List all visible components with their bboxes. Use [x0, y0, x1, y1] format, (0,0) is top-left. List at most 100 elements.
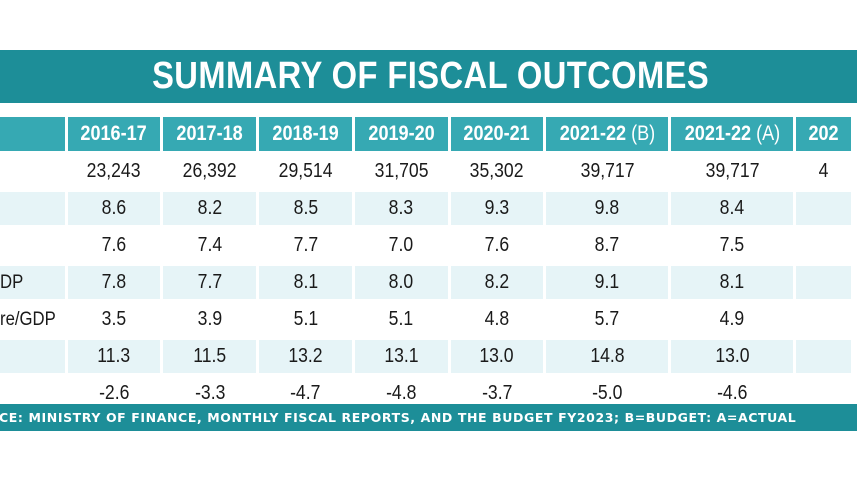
cell-value: 8.1	[720, 271, 745, 293]
cell-value: 8.1	[293, 271, 318, 293]
table-cell: 8.0	[354, 266, 448, 299]
cell-value: -4.8	[386, 382, 417, 404]
row-label	[0, 340, 65, 373]
table-cell: 7.4	[163, 229, 256, 262]
fiscal-table-container: 2016-17 2017-18 2018-19 2019-20 2020-21 2021-…	[0, 113, 857, 405]
table-cell	[796, 192, 851, 225]
table-cell: 5.1	[355, 303, 448, 336]
row-label-text: DP	[0, 271, 24, 293]
table-cell: 8.7	[546, 229, 668, 262]
cell-value: 5.1	[293, 308, 318, 330]
cell-value: 9.8	[595, 197, 620, 219]
cell-value: 4	[818, 160, 829, 182]
table-cell: -3.3	[163, 377, 256, 405]
cell-value: 3.9	[197, 308, 222, 330]
table-cell: 13.2	[259, 340, 352, 373]
row-label: re/GDP	[0, 303, 65, 336]
table-cell: -4.8	[355, 377, 448, 405]
cell-value: -4.7	[290, 382, 321, 404]
cell-value: 8.2	[484, 271, 510, 293]
cell-value: 23,243	[87, 160, 141, 182]
cell-value: -3.3	[194, 382, 225, 404]
column-year: 2020-21	[463, 122, 531, 145]
column-year: 202	[808, 122, 839, 145]
table-cell: 8.6	[67, 192, 161, 225]
table-cell: 9.3	[450, 192, 544, 225]
table-cell: 5.1	[259, 303, 352, 336]
cell-value: 13.2	[288, 345, 323, 367]
row-label	[0, 229, 65, 262]
table-cell: 7.5	[671, 229, 793, 262]
table-cell: 7.6	[451, 229, 544, 262]
table-cell	[796, 377, 851, 405]
cell-value: 39,717	[705, 160, 760, 182]
cell-value: 8.0	[388, 271, 414, 293]
column-year: 2019-20	[368, 122, 435, 145]
cell-value: 7.4	[197, 234, 222, 256]
table-cell: -4.7	[259, 377, 352, 405]
cell-value: 7.0	[388, 234, 414, 256]
fiscal-outcomes-table: 2016-17 2017-18 2018-19 2019-20 2020-21 2021-…	[0, 113, 854, 405]
row-label-text: re/GDP	[0, 308, 56, 330]
table-cell: 8.4	[671, 192, 794, 225]
table-cell: 7.8	[67, 266, 161, 299]
cell-value: 11.3	[97, 345, 131, 367]
table-cell	[796, 340, 851, 373]
table-cell: -5.0	[546, 377, 668, 405]
column-header-6: 2021-22 (A)	[671, 117, 794, 151]
table-row: 23,243 26,392 29,514 31,705 35,302 39,717 39,7…	[0, 155, 851, 188]
table-cell: 8.1	[671, 266, 794, 299]
cell-value: 9.3	[484, 197, 510, 219]
cell-value: 7.6	[484, 234, 510, 256]
table-cell: 7.7	[163, 266, 257, 299]
table-cell: 13.0	[450, 340, 544, 373]
cell-value: 8.5	[293, 197, 318, 219]
column-suffix: (A)	[750, 122, 780, 145]
table-cell: 8.2	[163, 192, 257, 225]
cell-value: 8.2	[197, 197, 222, 219]
cell-value: -5.0	[592, 382, 623, 404]
table-row: DP 7.8 7.7 8.1 8.0 8.2 9.1 8.1	[0, 266, 851, 299]
header-label-cell	[0, 117, 65, 151]
table-cell: 11.3	[67, 340, 161, 373]
row-label: DP	[0, 266, 65, 299]
column-header-5: 2021-22 (B)	[546, 117, 669, 151]
table-cell	[796, 303, 851, 336]
table-cell: 4.8	[451, 303, 544, 336]
table-cell: 5.7	[546, 303, 668, 336]
column-suffix: (B)	[625, 122, 655, 145]
column-year: 2021-22	[684, 122, 751, 145]
table-cell: 13.1	[354, 340, 448, 373]
table-cell: 29,514	[259, 155, 352, 188]
table-cell: 35,302	[451, 155, 544, 188]
cell-value: 35,302	[470, 160, 524, 182]
cell-value: 7.5	[720, 234, 745, 256]
cell-value: 7.8	[101, 271, 127, 293]
row-label	[0, 377, 65, 405]
table-cell: 7.0	[355, 229, 448, 262]
table-row: 7.6 7.4 7.7 7.0 7.6 8.7 7.5	[0, 229, 851, 262]
table-cell	[796, 266, 851, 299]
row-label	[0, 192, 65, 225]
header-row: 2016-17 2017-18 2018-19 2019-20 2020-21 2021-…	[0, 117, 851, 151]
table-cell: 7.7	[259, 229, 352, 262]
column-header-0: 2016-17	[67, 117, 161, 151]
source-note: CE: MINISTRY OF FINANCE, MONTHLY FISCAL …	[0, 410, 797, 425]
table-cell: 13.0	[671, 340, 794, 373]
table-cell: 31,705	[355, 155, 448, 188]
table-row: 11.3 11.5 13.2 13.1 13.0 14.8 13.0	[0, 340, 851, 373]
cell-value: 5.7	[595, 308, 620, 330]
column-year: 2021-22	[559, 122, 626, 145]
table-cell: 3.5	[68, 303, 161, 336]
cell-value: 29,514	[278, 160, 333, 182]
table-row: re/GDP 3.5 3.9 5.1 5.1 4.8 5.7 4.9	[0, 303, 851, 336]
table-cell: 39,717	[546, 155, 668, 188]
column-header-7: 202	[796, 117, 851, 151]
table-cell: 39,717	[671, 155, 793, 188]
cell-value: 8.7	[595, 234, 620, 256]
table-cell	[796, 229, 851, 262]
column-year: 2017-18	[176, 122, 243, 145]
table-row: 8.6 8.2 8.5 8.3 9.3 9.8 8.4	[0, 192, 851, 225]
table-cell: 8.1	[259, 266, 352, 299]
column-header-1: 2017-18	[163, 117, 257, 151]
